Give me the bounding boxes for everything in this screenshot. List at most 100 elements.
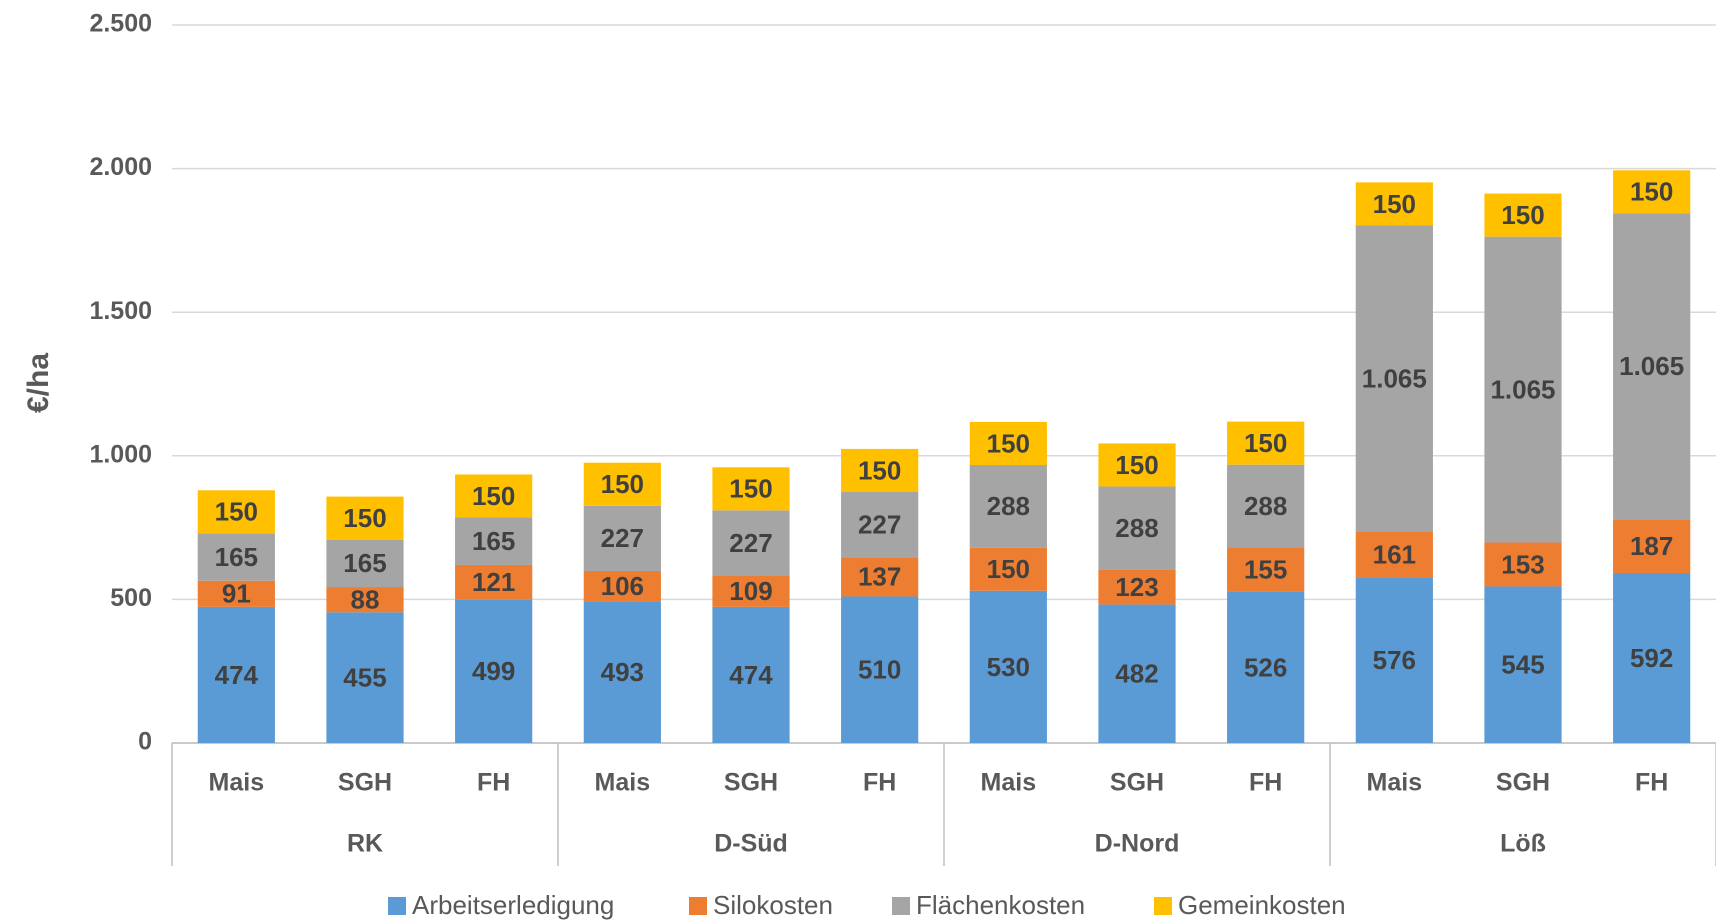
x-tick-label: Mais	[981, 769, 1037, 797]
bar-segment	[1227, 464, 1305, 548]
bar-segment	[1613, 213, 1691, 520]
bar-segment	[1355, 577, 1433, 743]
value-label: 455	[343, 663, 386, 693]
value-label: 576	[1373, 645, 1416, 675]
bar-segment	[1484, 236, 1562, 543]
bar-segment	[455, 564, 533, 600]
bar-segment	[969, 547, 1047, 591]
value-label: 227	[601, 523, 644, 553]
legend-label: Silokosten	[713, 890, 833, 920]
bar-segment	[1098, 569, 1176, 605]
bar-segment	[1613, 572, 1691, 743]
bar-segment	[841, 448, 919, 492]
value-label: 227	[729, 528, 772, 558]
value-label: 150	[858, 455, 901, 485]
bar-segment	[583, 601, 661, 743]
value-label: 165	[472, 526, 515, 556]
value-label: 493	[601, 657, 644, 687]
value-label: 106	[601, 571, 644, 601]
value-label: 153	[1501, 549, 1544, 579]
x-tick-label: FH	[477, 769, 510, 797]
value-label: 155	[1244, 555, 1287, 585]
y-tick-label: 1.000	[89, 440, 152, 468]
group-label: RK	[347, 830, 383, 858]
bar-segment	[1484, 542, 1562, 587]
value-label: 592	[1630, 643, 1673, 673]
x-tick-label: Mais	[1367, 769, 1423, 797]
x-tick-label: FH	[1249, 769, 1282, 797]
value-label: 109	[729, 576, 772, 606]
x-tick-label: Mais	[209, 769, 265, 797]
bar-segment	[583, 570, 661, 602]
y-axis-title: €/ha	[22, 353, 55, 413]
bar-segment	[326, 539, 404, 588]
value-label: 526	[1244, 652, 1287, 682]
group-label: D-Nord	[1095, 830, 1180, 858]
bar-segment	[712, 510, 790, 576]
value-label: 161	[1373, 539, 1416, 569]
value-label: 150	[987, 428, 1030, 458]
value-label: 165	[215, 542, 258, 572]
y-tick-label: 2.000	[89, 153, 152, 181]
value-label: 150	[1501, 200, 1544, 230]
y-tick-label: 0	[138, 728, 152, 756]
legend-swatch	[388, 897, 406, 915]
bar-segment	[455, 474, 533, 518]
bar-segment	[712, 575, 790, 607]
value-label: 123	[1115, 572, 1158, 602]
bar-segment	[1355, 225, 1433, 532]
x-tick-label: SGH	[1496, 769, 1550, 797]
bar-segment	[1484, 586, 1562, 743]
value-label: 499	[472, 656, 515, 686]
value-label: 150	[472, 481, 515, 511]
y-tick-label: 2.500	[89, 10, 152, 38]
bar-segment	[583, 462, 661, 506]
value-label: 530	[987, 652, 1030, 682]
legend-swatch	[689, 897, 707, 915]
value-label: 227	[858, 509, 901, 539]
value-label: 88	[351, 585, 380, 615]
legend-label: Flächenkosten	[916, 890, 1085, 920]
value-label: 1.065	[1619, 351, 1684, 381]
x-tick-label: Mais	[595, 769, 651, 797]
bar-segment	[841, 596, 919, 743]
bar-segment	[326, 612, 404, 743]
bar-segment	[197, 580, 275, 607]
legend-swatch	[892, 897, 910, 915]
value-label: 187	[1630, 531, 1673, 561]
y-tick-label: 500	[110, 584, 152, 612]
value-label: 510	[858, 655, 901, 685]
x-tick-label: SGH	[724, 769, 778, 797]
bar-segment	[1484, 193, 1562, 237]
value-label: 150	[1244, 428, 1287, 458]
bar-segment	[969, 421, 1047, 465]
bar-segment	[1227, 421, 1305, 465]
bar-segment	[1098, 604, 1176, 743]
value-label: 288	[1115, 513, 1158, 543]
bar-segment	[1227, 591, 1305, 743]
value-label: 288	[987, 491, 1030, 521]
x-tick-label: SGH	[338, 769, 392, 797]
value-label: 150	[601, 469, 644, 499]
value-label: 1.065	[1362, 363, 1427, 393]
y-tick-label: 1.500	[89, 297, 152, 325]
bar-segment	[841, 491, 919, 558]
group-label: D-Süd	[714, 830, 788, 858]
bar-segment	[1098, 486, 1176, 570]
value-label: 150	[987, 554, 1030, 584]
value-label: 150	[1115, 450, 1158, 480]
value-label: 150	[1630, 177, 1673, 207]
bar-segment	[455, 517, 533, 565]
value-label: 150	[343, 503, 386, 533]
bar-segment	[1355, 531, 1433, 578]
x-tick-label: SGH	[1110, 769, 1164, 797]
bar-segment	[197, 490, 275, 534]
value-label: 150	[1373, 189, 1416, 219]
bar-segment	[841, 557, 919, 597]
x-tick-label: FH	[1635, 769, 1668, 797]
x-tick-label: FH	[863, 769, 896, 797]
value-label: 474	[729, 660, 773, 690]
value-label: 1.065	[1490, 374, 1555, 404]
value-label: 121	[472, 567, 515, 597]
value-label: 91	[222, 579, 251, 609]
